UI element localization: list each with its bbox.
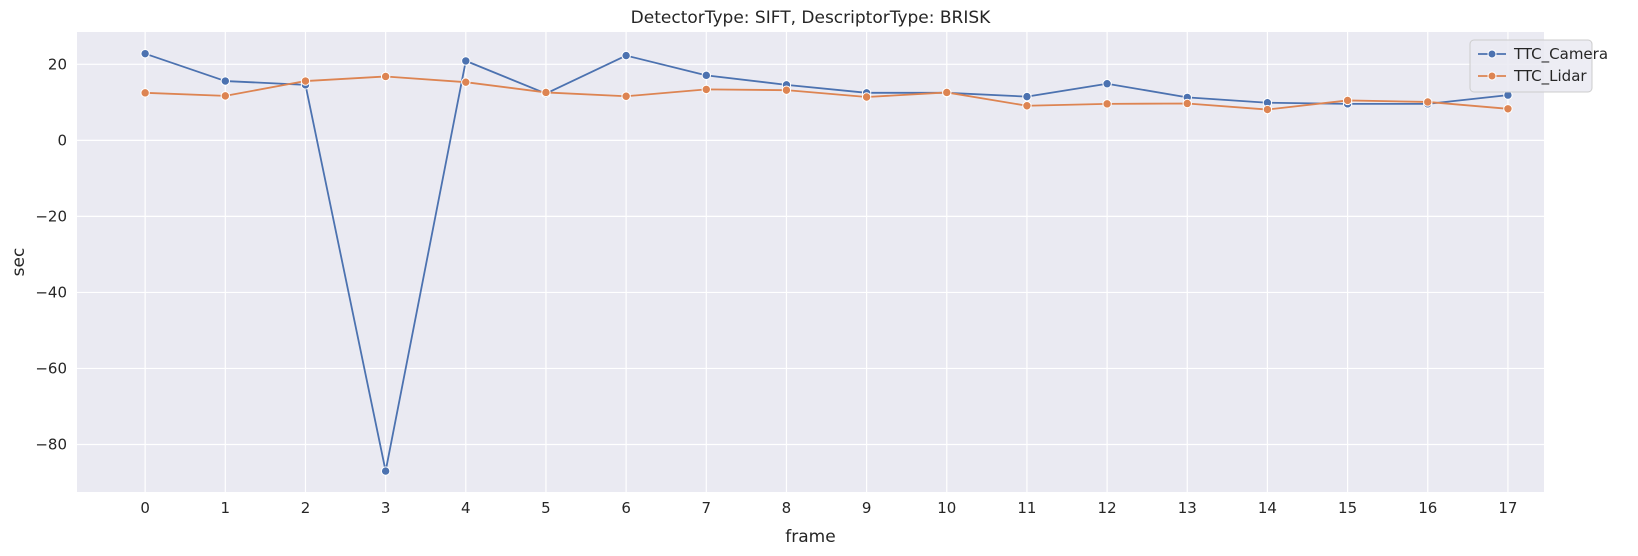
x-tick-label: 13 [1178,499,1197,517]
data-point [220,76,231,86]
tick-labels: 0 1 2 3 4 5 6 7 8 9 10 11 12 13 14 15 16 17200−20−40−60−8… [35,55,1517,517]
x-tick-label: 11 [1017,499,1036,517]
data-point [300,76,311,86]
legend-box [1469,39,1593,93]
series-layer [140,48,1513,476]
x-tick-label: 1 [221,499,231,517]
series-ttc-lidar [140,71,1513,115]
data-point [1423,97,1433,107]
x-axis-label: frame [785,527,835,547]
legend-item: TTC_Lidar [1478,67,1587,86]
x-tick-label: 9 [862,499,872,517]
data-point [942,87,952,98]
data-point [701,70,711,81]
data-point [461,77,471,87]
data-point [861,92,872,102]
x-tick-label: 3 [381,499,391,517]
y-tick-label: −80 [35,435,67,453]
x-tick-label: 7 [702,499,712,517]
data-point [701,84,711,95]
x-tick-label: 5 [541,499,551,517]
series-line [145,75,1509,111]
x-tick-label: 10 [937,499,956,517]
x-tick-label: 6 [621,499,631,517]
x-tick-label: 15 [1338,499,1357,517]
data-point [621,50,631,61]
legend-marker [1487,49,1497,59]
y-tick-label: 20 [48,55,67,73]
y-axis-label: sec [9,248,29,277]
data-point [1102,99,1112,109]
data-point [1262,104,1273,115]
data-point [461,56,471,66]
data-point [621,91,631,101]
legend-marker [1487,71,1497,81]
data-point [541,87,551,98]
data-point [1342,95,1353,106]
x-tick-label: 17 [1498,499,1517,517]
series-line [144,52,1509,472]
plot-background [77,32,1544,492]
data-point [1102,79,1112,89]
legend: TTC_Camera TTC_Lidar [1469,39,1608,93]
legend-label: TTC_Lidar [1513,67,1587,86]
x-tick-label: 4 [461,499,471,517]
data-point [1503,104,1513,114]
data-point [1182,98,1192,109]
x-tick-label: 14 [1258,499,1277,517]
legend-item: TTC_Camera [1478,45,1608,64]
y-tick-label: −40 [35,283,67,301]
data-point [1022,101,1032,111]
y-tick-label: −20 [35,207,67,225]
x-tick-label: 8 [782,499,792,517]
x-tick-label: 2 [301,499,311,517]
data-point [380,71,391,82]
chart-title: DetectorType: SIFT, DescriptorType: BRIS… [631,8,992,28]
x-tick-label: 12 [1098,499,1117,517]
x-tick-label: 0 [140,499,150,517]
x-tick-label: 16 [1418,499,1437,517]
data-point [1022,91,1032,102]
y-tick-label: 0 [57,131,67,149]
data-point [140,88,150,98]
data-point [380,466,391,476]
data-point [220,91,231,101]
data-point [781,85,792,95]
data-point [140,48,150,59]
y-tick-label: −60 [35,359,67,377]
legend-label: TTC_Camera [1513,45,1608,64]
